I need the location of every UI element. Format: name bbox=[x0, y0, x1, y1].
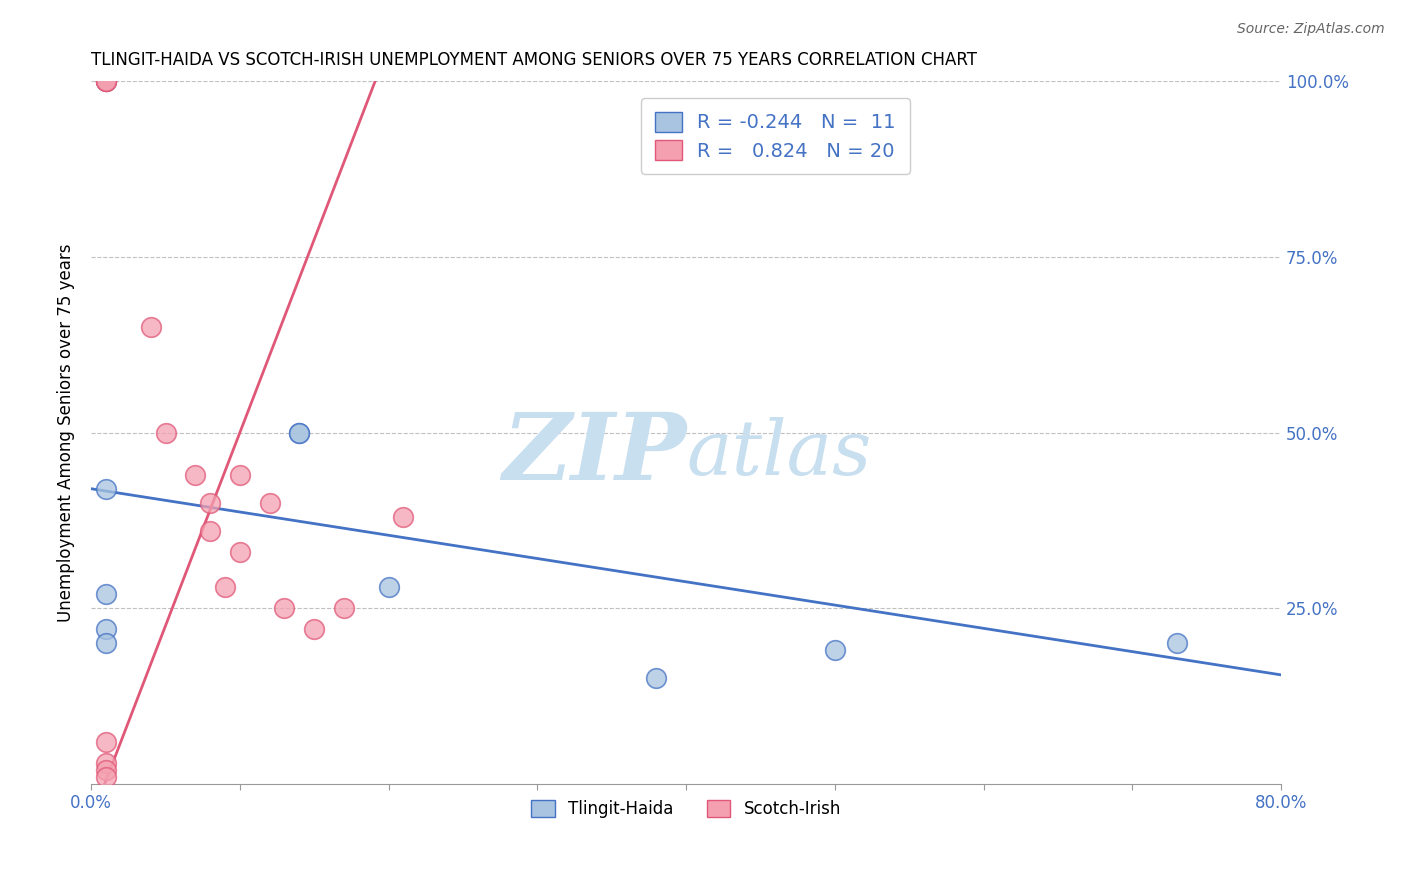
Point bbox=[229, 545, 252, 559]
Point bbox=[198, 496, 221, 510]
Point bbox=[94, 734, 117, 748]
Point bbox=[94, 636, 117, 650]
Point bbox=[94, 74, 117, 88]
Point bbox=[1166, 636, 1188, 650]
Legend: Tlingit-Haida, Scotch-Irish: Tlingit-Haida, Scotch-Irish bbox=[524, 793, 848, 824]
Point bbox=[94, 74, 117, 88]
Y-axis label: Unemployment Among Seniors over 75 years: Unemployment Among Seniors over 75 years bbox=[58, 244, 75, 622]
Point bbox=[198, 524, 221, 538]
Point bbox=[392, 509, 415, 524]
Point bbox=[824, 643, 846, 657]
Point bbox=[229, 467, 252, 482]
Point bbox=[94, 587, 117, 601]
Point bbox=[155, 425, 177, 440]
Point bbox=[288, 425, 311, 440]
Point bbox=[302, 622, 325, 636]
Point bbox=[288, 425, 311, 440]
Point bbox=[184, 467, 207, 482]
Point bbox=[377, 580, 399, 594]
Point bbox=[645, 672, 668, 686]
Point bbox=[94, 74, 117, 88]
Point bbox=[94, 74, 117, 88]
Point bbox=[214, 580, 236, 594]
Point bbox=[94, 770, 117, 784]
Point bbox=[259, 496, 281, 510]
Text: atlas: atlas bbox=[686, 417, 872, 491]
Point bbox=[273, 601, 295, 615]
Point bbox=[94, 756, 117, 770]
Point bbox=[94, 482, 117, 496]
Point bbox=[94, 763, 117, 777]
Text: Source: ZipAtlas.com: Source: ZipAtlas.com bbox=[1237, 22, 1385, 37]
Point bbox=[333, 601, 356, 615]
Text: ZIP: ZIP bbox=[502, 409, 686, 499]
Point bbox=[94, 622, 117, 636]
Point bbox=[139, 320, 162, 334]
Text: TLINGIT-HAIDA VS SCOTCH-IRISH UNEMPLOYMENT AMONG SENIORS OVER 75 YEARS CORRELATI: TLINGIT-HAIDA VS SCOTCH-IRISH UNEMPLOYME… bbox=[91, 51, 977, 69]
